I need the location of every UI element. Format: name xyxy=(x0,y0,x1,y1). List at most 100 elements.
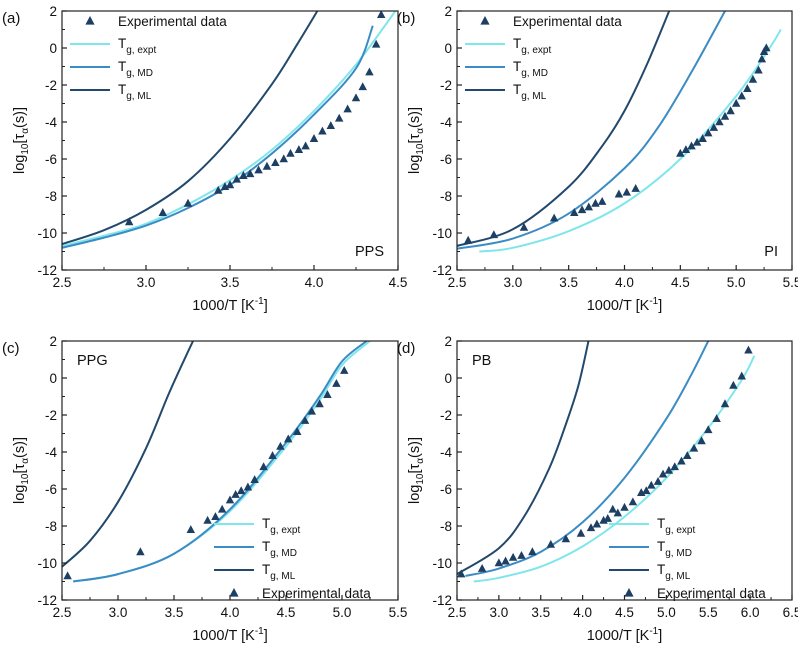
data-point xyxy=(477,563,487,572)
data-point xyxy=(731,98,741,107)
data-point xyxy=(631,184,640,192)
series-line-md xyxy=(62,25,374,249)
x-tick-label: 4.0 xyxy=(573,605,592,620)
data-point xyxy=(494,558,504,567)
panel-pb: 2.5 3.0 3.5 4.0 4.5 5.0 5.5 6.0 6.5 -12 -10 -8 -6 -4 -… xyxy=(397,334,798,644)
data-point xyxy=(286,148,295,157)
x-tick-label: 4.0 xyxy=(221,605,240,620)
data-point xyxy=(307,406,316,415)
data-point xyxy=(457,569,466,578)
panel-label: (b) xyxy=(397,10,415,27)
panel-label: (c) xyxy=(2,340,20,357)
plot-frame xyxy=(61,10,399,271)
data-point xyxy=(592,519,602,528)
plot-frame xyxy=(61,340,399,601)
polymer-label: PB xyxy=(472,353,491,369)
legend-label: Experimental data xyxy=(513,14,622,29)
legend-label: Tg, expt xyxy=(262,516,300,536)
data-point xyxy=(697,436,706,445)
x-tick-label: 3.0 xyxy=(489,605,508,620)
panel-pi: 2.5 3.0 3.5 4.0 4.5 5.0 5.5 -12 -10 -8 -6 -4 -2 0 2 100… xyxy=(397,4,798,314)
x-tick-label: 6.5 xyxy=(783,605,798,620)
data-point xyxy=(326,121,336,130)
data-point xyxy=(236,486,246,495)
data-point xyxy=(124,217,134,226)
data-point xyxy=(715,117,724,126)
legend-label: Tg, expt xyxy=(513,36,551,56)
polymer-label: PPG xyxy=(77,353,108,369)
data-point xyxy=(586,523,596,532)
data-point xyxy=(726,106,735,115)
series-line-expt xyxy=(479,28,782,253)
y-tick-label: 0 xyxy=(49,371,57,386)
data-point xyxy=(254,165,263,174)
y-tick-label: -10 xyxy=(37,556,57,571)
x-tick-label: 4.5 xyxy=(615,605,634,620)
data-point xyxy=(365,67,374,76)
data-point xyxy=(268,451,277,460)
data-point xyxy=(225,495,235,504)
series-line-md xyxy=(457,11,726,250)
data-point xyxy=(549,213,559,222)
y-axis-label: log10[τα(s)] xyxy=(12,437,31,504)
data-point xyxy=(744,345,753,354)
data-point xyxy=(712,414,721,423)
legend-label: Tg, ML xyxy=(513,82,547,102)
y-tick-label: -2 xyxy=(440,78,452,93)
data-point xyxy=(676,148,685,157)
y-tick-label: -12 xyxy=(37,593,57,608)
data-point xyxy=(231,489,240,498)
y-tick-label: 2 xyxy=(444,4,452,19)
legend-label: Experimental data xyxy=(118,14,227,29)
x-tick-label: 2.5 xyxy=(53,275,72,290)
series-line-md xyxy=(73,341,368,583)
legend-label: Tg, ML xyxy=(262,562,296,582)
x-tick-label: 5.5 xyxy=(783,275,798,290)
data-point xyxy=(358,82,367,91)
data-point xyxy=(664,465,674,474)
x-tick-label: 2.5 xyxy=(448,275,467,290)
data-point xyxy=(284,434,293,443)
y-tick-label: -10 xyxy=(432,556,452,571)
series-line-md xyxy=(465,341,710,577)
legend-label: Tg, MD xyxy=(262,539,297,559)
data-point xyxy=(136,547,145,556)
y-tick-label: -12 xyxy=(37,263,57,278)
data-point xyxy=(658,469,668,478)
data-point xyxy=(279,154,288,163)
data-point xyxy=(239,171,248,179)
x-tick-label: 2.5 xyxy=(448,605,467,620)
x-tick-label: 3.5 xyxy=(221,275,240,290)
data-point xyxy=(489,230,499,239)
data-point xyxy=(245,169,255,178)
y-tick-label: -8 xyxy=(45,189,57,204)
data-point xyxy=(211,512,220,521)
legend-label: Experimental data xyxy=(657,586,766,601)
y-tick-label: -8 xyxy=(440,189,452,204)
data-point xyxy=(262,161,272,170)
y-tick-label: 0 xyxy=(444,41,452,56)
data-point xyxy=(622,187,631,196)
x-tick-label: 3.5 xyxy=(165,605,184,620)
data-point xyxy=(628,497,638,506)
polymer-label: PI xyxy=(764,244,778,260)
data-point xyxy=(517,551,526,559)
data-point xyxy=(709,122,719,131)
y-tick-label: -12 xyxy=(432,593,452,608)
data-point xyxy=(63,571,72,580)
data-point xyxy=(576,528,586,537)
panel-label: (d) xyxy=(397,340,415,357)
data-point xyxy=(653,477,663,485)
data-point xyxy=(217,504,227,513)
y-tick-label: -2 xyxy=(440,408,452,423)
data-point xyxy=(343,104,352,113)
panel-label: (a) xyxy=(2,10,20,27)
data-point xyxy=(689,443,699,452)
legend-marker xyxy=(229,588,239,597)
data-point xyxy=(318,126,327,135)
x-axis-label: 1000/T [K-1] xyxy=(192,296,268,314)
legend-marker xyxy=(624,588,634,597)
data-point xyxy=(158,208,168,216)
x-tick-label: 4.0 xyxy=(305,275,324,290)
data-point xyxy=(720,111,730,120)
